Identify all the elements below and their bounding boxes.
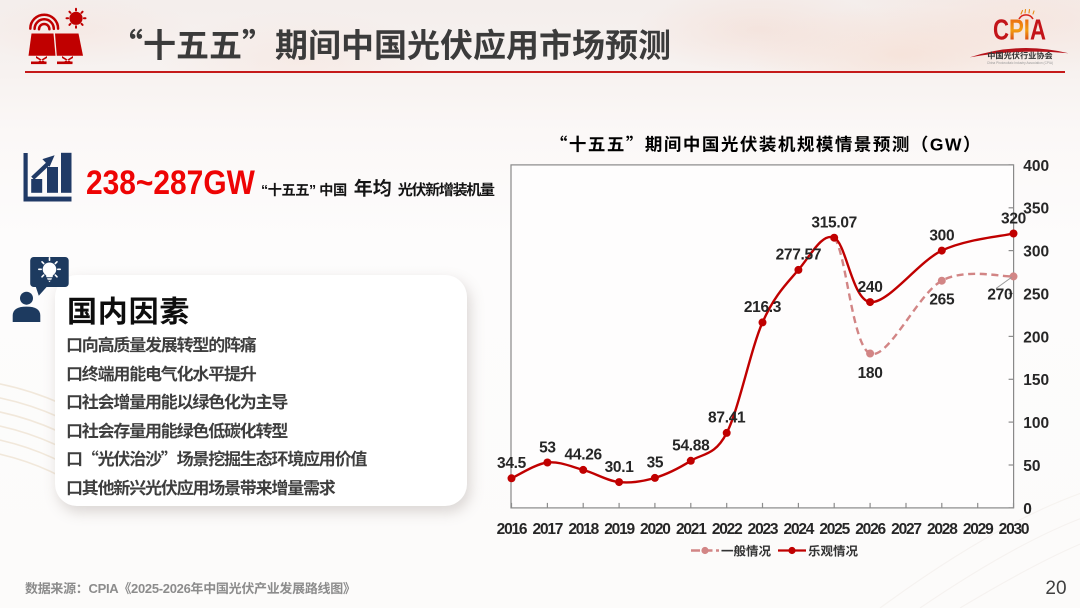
svg-text:216.3: 216.3 bbox=[744, 299, 782, 316]
svg-text:2027: 2027 bbox=[891, 521, 921, 538]
svg-text:34.5: 34.5 bbox=[497, 455, 527, 472]
svg-text:350: 350 bbox=[1023, 201, 1049, 218]
svg-text:265: 265 bbox=[929, 292, 955, 309]
svg-text:2026: 2026 bbox=[855, 521, 886, 538]
svg-text:China Photovoltaic Industry As: China Photovoltaic Industry Association … bbox=[987, 61, 1053, 65]
svg-text:180: 180 bbox=[858, 365, 883, 382]
svg-text:400: 400 bbox=[1023, 158, 1049, 175]
svg-text:240: 240 bbox=[858, 279, 883, 296]
svg-text:2024: 2024 bbox=[784, 521, 815, 538]
svg-text:54.88: 54.88 bbox=[672, 438, 710, 455]
svg-text:0: 0 bbox=[1023, 501, 1032, 518]
svg-text:2016: 2016 bbox=[497, 521, 528, 538]
svg-text:一般情况: 一般情况 bbox=[721, 541, 772, 560]
svg-text:50: 50 bbox=[1023, 458, 1040, 475]
svg-text:中国光伏行业协会: 中国光伏行业协会 bbox=[987, 50, 1053, 62]
svg-text:2020: 2020 bbox=[640, 521, 670, 538]
svg-text:30.1: 30.1 bbox=[605, 459, 635, 476]
svg-text:2030: 2030 bbox=[999, 521, 1029, 538]
svg-text:“十五五”期间中国光伏装机规模情景预测（GW）: “十五五”期间中国光伏装机规模情景预测（GW） bbox=[550, 132, 982, 157]
svg-text:53: 53 bbox=[539, 439, 556, 456]
svg-text:87.41: 87.41 bbox=[708, 410, 746, 427]
svg-text:35: 35 bbox=[647, 455, 664, 472]
svg-text:200: 200 bbox=[1023, 329, 1049, 346]
svg-text:150: 150 bbox=[1023, 372, 1049, 389]
svg-text:270: 270 bbox=[987, 286, 1012, 303]
svg-text:2018: 2018 bbox=[568, 521, 599, 538]
svg-text:250: 250 bbox=[1023, 286, 1049, 303]
svg-text:CPIA: CPIA bbox=[993, 15, 1046, 47]
svg-text:315.07: 315.07 bbox=[811, 215, 857, 232]
svg-text:44.26: 44.26 bbox=[565, 447, 603, 464]
svg-text:2021: 2021 bbox=[676, 521, 707, 538]
svg-text:2028: 2028 bbox=[927, 521, 958, 538]
svg-text:乐观情况: 乐观情况 bbox=[808, 541, 859, 560]
svg-text:320: 320 bbox=[1001, 210, 1026, 227]
svg-text:2025: 2025 bbox=[819, 521, 850, 538]
svg-text:300: 300 bbox=[929, 227, 954, 244]
svg-text:100: 100 bbox=[1023, 415, 1049, 432]
svg-text:2019: 2019 bbox=[604, 521, 635, 538]
svg-text:2017: 2017 bbox=[533, 521, 563, 538]
svg-text:2023: 2023 bbox=[748, 521, 779, 538]
svg-text:2022: 2022 bbox=[712, 521, 742, 538]
svg-text:2029: 2029 bbox=[963, 521, 994, 538]
svg-text:300: 300 bbox=[1023, 244, 1049, 261]
svg-text:277.57: 277.57 bbox=[776, 247, 822, 264]
